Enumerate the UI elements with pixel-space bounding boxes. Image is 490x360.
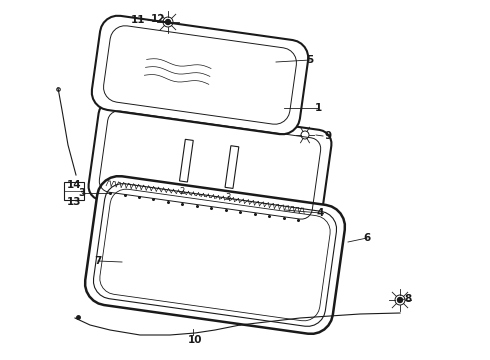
Text: 5: 5 — [306, 55, 314, 65]
Text: 6: 6 — [364, 233, 370, 243]
Circle shape — [397, 297, 402, 302]
Bar — [64, 182, 84, 200]
Text: 11: 11 — [131, 15, 145, 25]
Polygon shape — [225, 146, 239, 188]
Text: 10: 10 — [188, 335, 202, 345]
Polygon shape — [89, 101, 331, 229]
Text: 3: 3 — [78, 188, 86, 198]
Text: 2: 2 — [179, 187, 185, 196]
Text: 3: 3 — [225, 193, 230, 202]
Text: 7: 7 — [94, 256, 102, 266]
Text: 13: 13 — [67, 197, 81, 207]
Text: 14: 14 — [67, 180, 81, 190]
Text: 1: 1 — [315, 103, 321, 113]
Text: 4: 4 — [317, 208, 324, 218]
Polygon shape — [179, 139, 193, 182]
Circle shape — [166, 19, 171, 24]
Text: 12: 12 — [151, 14, 165, 24]
Text: 9: 9 — [324, 131, 332, 141]
Text: 8: 8 — [404, 294, 412, 304]
Polygon shape — [92, 16, 308, 134]
Polygon shape — [85, 176, 345, 334]
